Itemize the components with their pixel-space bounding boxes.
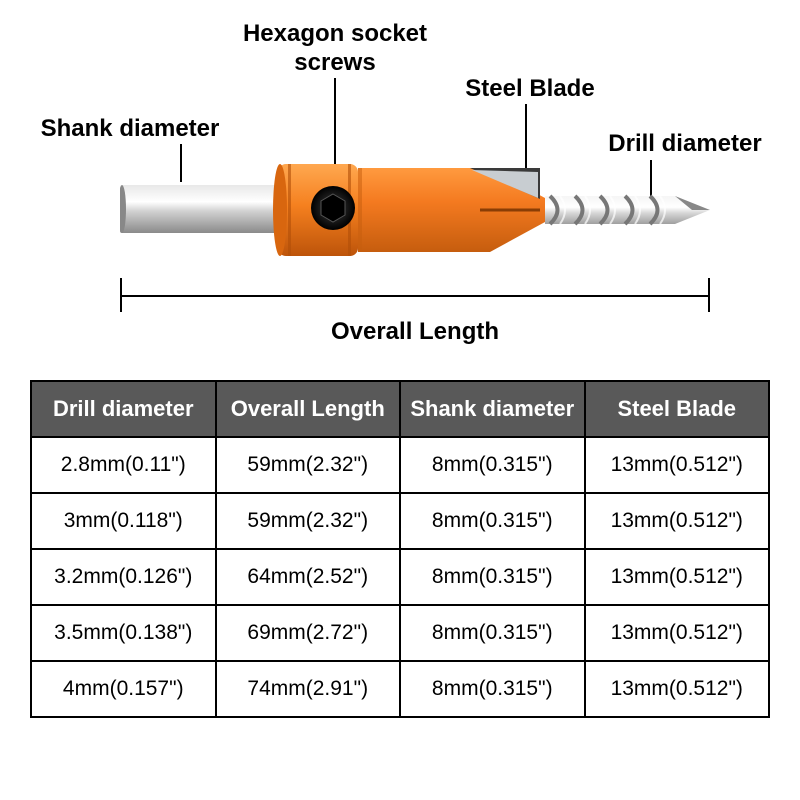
table-row: 4mm(0.157")74mm(2.91")8mm(0.315")13mm(0.… bbox=[31, 661, 769, 717]
table-row: 2.8mm(0.11")59mm(2.32")8mm(0.315")13mm(0… bbox=[31, 437, 769, 493]
table-row: 3.5mm(0.138")69mm(2.72")8mm(0.315")13mm(… bbox=[31, 605, 769, 661]
col-shank-diameter: Shank diameter bbox=[400, 381, 585, 437]
table-cell: 3mm(0.118") bbox=[31, 493, 216, 549]
table-cell: 13mm(0.512") bbox=[585, 549, 770, 605]
label-shank-diameter: Shank diameter bbox=[20, 115, 240, 144]
spec-table-area: Drill diameter Overall Length Shank diam… bbox=[30, 380, 770, 718]
table-row: 3.2mm(0.126")64mm(2.52")8mm(0.315")13mm(… bbox=[31, 549, 769, 605]
table-cell: 8mm(0.315") bbox=[400, 493, 585, 549]
label-hex-line1: Hexagon socket bbox=[243, 20, 427, 47]
table-cell: 8mm(0.315") bbox=[400, 661, 585, 717]
table-cell: 13mm(0.512") bbox=[585, 493, 770, 549]
table-cell: 13mm(0.512") bbox=[585, 605, 770, 661]
table-cell: 64mm(2.52") bbox=[216, 549, 401, 605]
table-cell: 59mm(2.32") bbox=[216, 437, 401, 493]
label-hex-socket: Hexagon socket screws bbox=[225, 20, 445, 78]
table-cell: 13mm(0.512") bbox=[585, 661, 770, 717]
diagram-area: Hexagon socket screws Steel Blade Shank … bbox=[30, 20, 770, 370]
table-cell: 13mm(0.512") bbox=[585, 437, 770, 493]
label-hex-line2: screws bbox=[294, 49, 375, 76]
table-cell: 2.8mm(0.11") bbox=[31, 437, 216, 493]
table-cell: 3.2mm(0.126") bbox=[31, 549, 216, 605]
table-cell: 8mm(0.315") bbox=[400, 437, 585, 493]
table-row: 3mm(0.118")59mm(2.32")8mm(0.315")13mm(0.… bbox=[31, 493, 769, 549]
table-header-row: Drill diameter Overall Length Shank diam… bbox=[31, 381, 769, 437]
table-cell: 74mm(2.91") bbox=[216, 661, 401, 717]
drill-bit-illustration bbox=[120, 150, 720, 270]
table-cell: 4mm(0.157") bbox=[31, 661, 216, 717]
table-cell: 59mm(2.32") bbox=[216, 493, 401, 549]
label-steel-blade: Steel Blade bbox=[450, 75, 610, 104]
table-cell: 69mm(2.72") bbox=[216, 605, 401, 661]
table-cell: 8mm(0.315") bbox=[400, 605, 585, 661]
col-steel-blade: Steel Blade bbox=[585, 381, 770, 437]
col-drill-diameter: Drill diameter bbox=[31, 381, 216, 437]
col-overall-length: Overall Length bbox=[216, 381, 401, 437]
table-cell: 8mm(0.315") bbox=[400, 549, 585, 605]
table-cell: 3.5mm(0.138") bbox=[31, 605, 216, 661]
label-overall-length: Overall Length bbox=[280, 318, 550, 347]
spec-table: Drill diameter Overall Length Shank diam… bbox=[30, 380, 770, 718]
dim-line-overall bbox=[120, 295, 710, 297]
